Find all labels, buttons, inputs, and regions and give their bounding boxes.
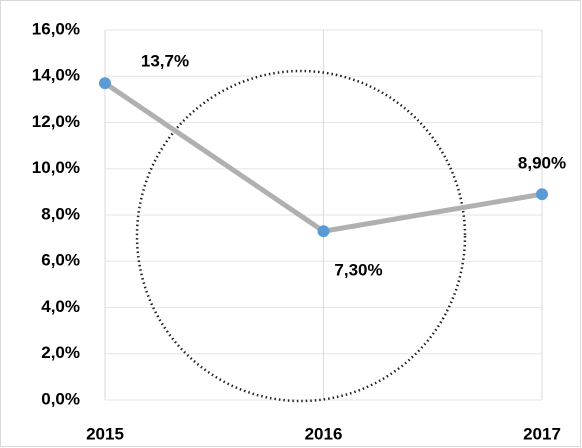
y-tick-label: 6,0% bbox=[41, 251, 80, 270]
y-tick-label: 16,0% bbox=[32, 19, 80, 38]
data-label: 7,30% bbox=[334, 261, 382, 280]
y-tick-label: 10,0% bbox=[32, 158, 80, 177]
y-tick-label: 12,0% bbox=[32, 112, 80, 131]
data-point bbox=[536, 188, 548, 201]
x-tick-label: 2015 bbox=[86, 424, 124, 443]
y-tick-label: 2,0% bbox=[41, 343, 80, 362]
y-tick-label: 4,0% bbox=[41, 297, 80, 316]
x-tick-label: 2017 bbox=[523, 424, 561, 443]
data-label: 8,90% bbox=[518, 154, 566, 173]
y-tick-label: 0,0% bbox=[41, 389, 80, 408]
data-point bbox=[99, 77, 111, 90]
x-tick-label: 2016 bbox=[305, 424, 343, 443]
data-point bbox=[317, 225, 330, 238]
hand-drawn-circle bbox=[135, 69, 467, 403]
y-tick-label: 14,0% bbox=[32, 66, 80, 85]
y-tick-label: 8,0% bbox=[41, 204, 80, 223]
data-label: 13,7% bbox=[141, 52, 189, 71]
